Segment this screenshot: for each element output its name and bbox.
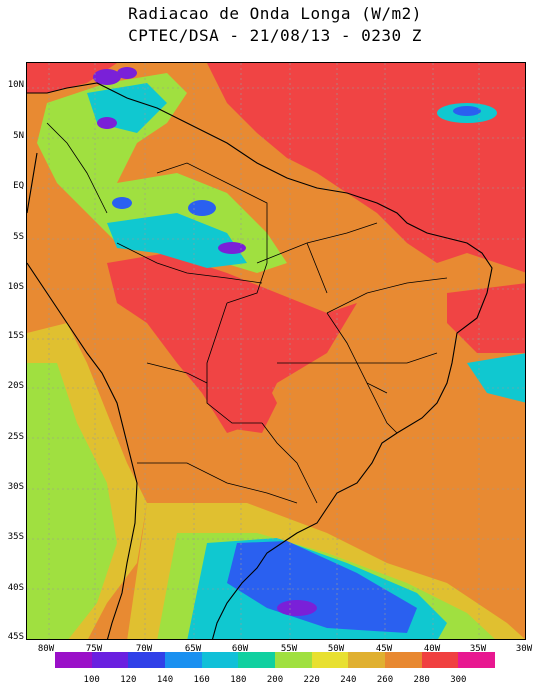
lat-label-20s: 20S bbox=[7, 381, 24, 391]
lon-label-65w: 65W bbox=[184, 644, 202, 654]
graticule bbox=[27, 63, 525, 639]
lat-label-eq: EQ bbox=[13, 181, 24, 191]
lon-label-75w: 75W bbox=[85, 644, 103, 654]
cloud-purple-3 bbox=[97, 117, 117, 129]
lat-label-45s: 45S bbox=[7, 632, 24, 642]
lon-label-30w: 30W bbox=[515, 644, 533, 654]
colorbar-swatch bbox=[385, 652, 422, 668]
colorbar-swatch bbox=[128, 652, 166, 668]
cloud-purple-4 bbox=[218, 242, 246, 254]
region-atlantic-east bbox=[447, 283, 525, 353]
lat-label-5n: 5N bbox=[13, 131, 24, 141]
colorbar-label: 200 bbox=[266, 675, 284, 685]
cloud-purple-1 bbox=[93, 69, 121, 85]
colorbar-label: 140 bbox=[156, 675, 174, 685]
olr-map bbox=[26, 62, 526, 640]
cloud-blue-2 bbox=[188, 200, 216, 216]
colorbar-label: 240 bbox=[340, 675, 357, 685]
cloud-south-purple bbox=[277, 600, 317, 616]
colorbar-label: 220 bbox=[303, 675, 320, 685]
lat-label-10s: 10S bbox=[7, 282, 24, 292]
lon-label-50w: 50W bbox=[327, 644, 345, 654]
lat-label-10n: 10N bbox=[7, 80, 24, 90]
colorbar-swatch bbox=[421, 652, 459, 668]
cloud-blue-1 bbox=[112, 197, 132, 209]
colorbar-swatch bbox=[165, 652, 202, 668]
colorbar-label: 300 bbox=[450, 675, 467, 685]
colorbar-label: 180 bbox=[230, 675, 247, 685]
lat-label-25s: 25S bbox=[7, 432, 24, 442]
lat-label-35s: 35S bbox=[7, 532, 24, 542]
colorbar-swatch bbox=[348, 652, 386, 668]
lon-label-80w: 80W bbox=[37, 644, 55, 654]
lon-label-40w: 40W bbox=[423, 644, 441, 654]
region-northwest-red bbox=[27, 63, 117, 93]
colorbar bbox=[55, 652, 496, 668]
colorbar-swatch bbox=[201, 652, 239, 668]
colorbar-label: 260 bbox=[376, 675, 394, 685]
lon-label-55w: 55W bbox=[280, 644, 298, 654]
lat-label-40s: 40S bbox=[7, 583, 24, 593]
cloud-cyan-amazon bbox=[107, 213, 247, 268]
colorbar-label: 120 bbox=[120, 675, 137, 685]
olr-map-canvas bbox=[27, 63, 525, 639]
cloud-andes-green bbox=[27, 363, 117, 639]
continent-coastline bbox=[27, 82, 493, 639]
lat-label-30s: 30S bbox=[7, 482, 24, 492]
continent-west-coast bbox=[27, 152, 138, 639]
cloud-blue-atlantic bbox=[453, 106, 481, 116]
cloud-south-blue bbox=[227, 541, 417, 633]
lat-label-5s: 5S bbox=[13, 232, 24, 242]
colorbar-swatch bbox=[55, 652, 92, 668]
colorbar-swatch bbox=[238, 652, 276, 668]
lon-label-45w: 45W bbox=[375, 644, 393, 654]
colorbar-swatch bbox=[458, 652, 496, 668]
region-paraguay bbox=[202, 363, 277, 433]
colorbar-label: 160 bbox=[193, 675, 210, 685]
lon-label-35w: 35W bbox=[469, 644, 487, 654]
country-borders bbox=[46, 122, 448, 504]
colorbar-label: 280 bbox=[413, 675, 430, 685]
colorbar-swatch bbox=[91, 652, 129, 668]
colorbar-swatch bbox=[275, 652, 312, 668]
colorbar-label: 100 bbox=[83, 675, 100, 685]
lat-label-15s: 15S bbox=[7, 331, 24, 341]
cloud-southeast-cyan bbox=[467, 353, 525, 403]
region-central-brazil bbox=[107, 253, 357, 433]
lon-label-60w: 60W bbox=[231, 644, 249, 654]
colorbar-swatch bbox=[311, 652, 349, 668]
map-subtitle: CPTEC/DSA - 21/08/13 - 0230 Z bbox=[128, 26, 422, 45]
cloud-purple-2 bbox=[117, 67, 137, 79]
lon-label-70w: 70W bbox=[135, 644, 153, 654]
map-title: Radiacao de Onda Longa (W/m2) bbox=[128, 4, 422, 23]
